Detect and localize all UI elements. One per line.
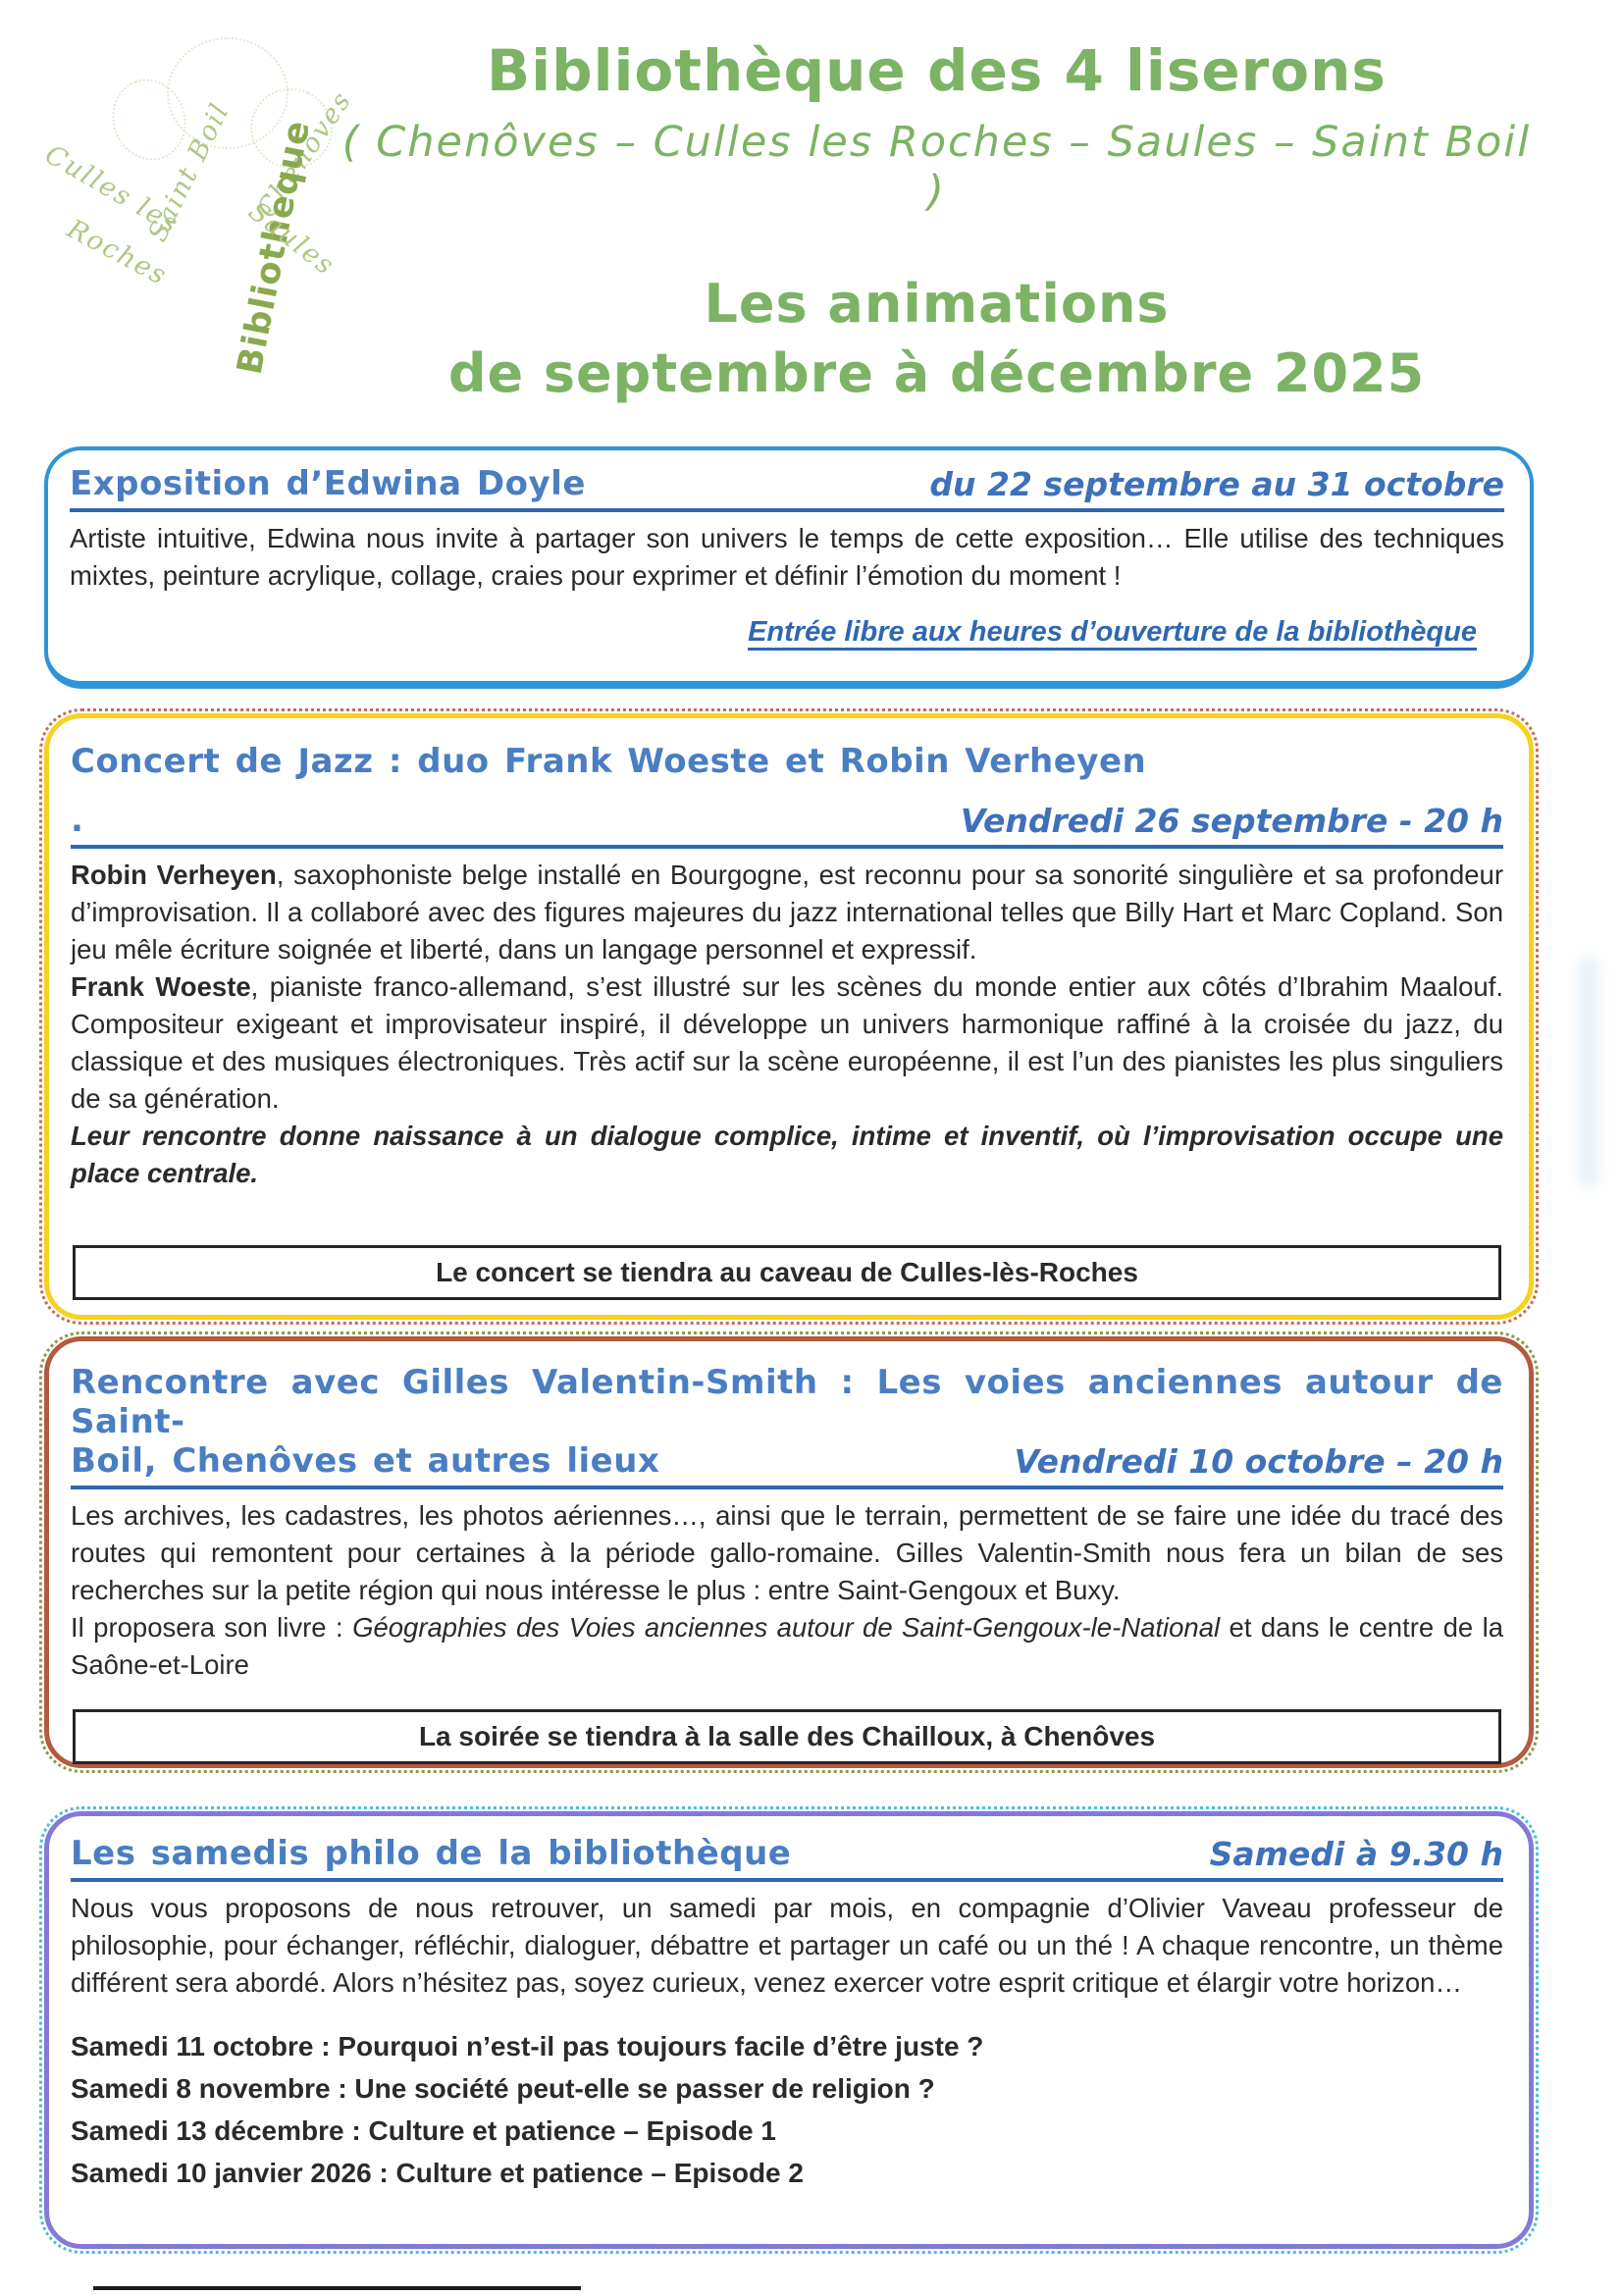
event-description: Les archives, les cadastres, les photos … <box>71 1500 1503 1605</box>
event-title: Exposition d’Edwina Doyle <box>70 464 586 503</box>
header: Bibliothèque des 4 liserons ( Chenôves –… <box>339 37 1535 404</box>
event-date: Vendredi 10 octobre – 20 h <box>1014 1442 1503 1481</box>
season-title-line1: Les animations <box>704 273 1170 335</box>
blossom-sketch-icon <box>167 37 288 149</box>
event-date: Vendredi 26 septembre - 20 h <box>960 802 1503 840</box>
page-title: Bibliothèque des 4 liserons <box>487 37 1387 104</box>
event-box-exposition: Exposition d’Edwina Doyle du 22 septembr… <box>44 446 1534 689</box>
session-item: Samedi 8 novembre : Une société peut-ell… <box>71 2073 935 2104</box>
free-entry-note: Entrée libre aux heures d’ouverture de l… <box>748 616 1477 648</box>
event-box-concert: Concert de Jazz : duo Frank Woeste et Ro… <box>39 708 1539 1325</box>
scan-artifact-bottom-line <box>93 2286 581 2290</box>
book-title: Géographies des Voies anciennes autour d… <box>352 1612 1221 1643</box>
session-item: Samedi 13 décembre : Culture et patience… <box>71 2115 776 2146</box>
artist-paragraph-verheyen: Robin Verheyen, saxophoniste belge insta… <box>71 857 1503 968</box>
book-lead: Il proposera son livre : <box>71 1612 353 1643</box>
event-heading-row: Les samedis philo de la bibliothèque Sam… <box>71 1834 1503 1882</box>
library-word-tree-logo: Saint Boil Chenôves Culles les Roches Bi… <box>20 20 358 442</box>
event-heading-row: . Vendredi 26 septembre - 20 h <box>71 801 1503 849</box>
event-date: du 22 septembre au 31 octobre <box>929 465 1504 503</box>
artist-bio: , saxophoniste belge installé en Bourgog… <box>71 860 1503 965</box>
event-heading-row: Boil, Chenôves et autres lieux Vendredi … <box>71 1441 1503 1489</box>
session-list: Samedi 11 octobre : Pourquoi n’est-il pa… <box>71 2025 1503 2194</box>
book-paragraph: Il proposera son livre : Géographies des… <box>71 1609 1503 1684</box>
scan-artifact-streak <box>1580 957 1597 1187</box>
event-heading-row: Exposition d’Edwina Doyle du 22 septembr… <box>70 464 1504 512</box>
event-description: Artiste intuitive, Edwina nous invite à … <box>70 523 1504 591</box>
artist-paragraph-woeste: Frank Woeste, pianiste franco-allemand, … <box>71 968 1503 1118</box>
event-title: Concert de Jazz : duo Frank Woeste et Ro… <box>71 742 1147 781</box>
event-title: Les samedis philo de la bibliothèque <box>71 1834 792 1873</box>
event-box-philo: Les samedis philo de la bibliothèque Sam… <box>39 1806 1539 2254</box>
title-trailing-dot: . <box>71 801 83 840</box>
season-title-line2: de septembre à décembre 2025 <box>447 342 1426 404</box>
event-description: Nous vous proposons de nous retrouver, u… <box>71 1893 1503 1998</box>
venue-note: La soirée se tiendra à la salle des Chai… <box>73 1709 1501 1764</box>
artist-name: Robin Verheyen <box>71 860 277 890</box>
book-rest: et dans le centre de la Saône-et-Loire <box>71 1612 1503 1680</box>
event-box-rencontre: Rencontre avec Gilles Valentin-Smith : L… <box>39 1331 1539 1773</box>
session-item: Samedi 10 janvier 2026 : Culture et pati… <box>71 2158 804 2188</box>
event-date: Samedi à 9.30 h <box>1209 1835 1503 1873</box>
artist-name: Frank Woeste <box>71 971 251 1002</box>
page-subtitle: ( Chenôves – Culles les Roches – Saules … <box>341 118 1532 216</box>
event-title-line2: Boil, Chenôves et autres lieux <box>71 1441 660 1481</box>
duo-summary: Leur rencontre donne naissance à un dial… <box>71 1121 1503 1188</box>
venue-note: Le concert se tiendra au caveau de Culle… <box>73 1245 1501 1300</box>
event-title-line1: Rencontre avec Gilles Valentin-Smith : L… <box>71 1363 1503 1441</box>
session-item: Samedi 11 octobre : Pourquoi n’est-il pa… <box>71 2031 984 2061</box>
artist-bio: , pianiste franco-allemand, s’est illust… <box>71 971 1504 1114</box>
